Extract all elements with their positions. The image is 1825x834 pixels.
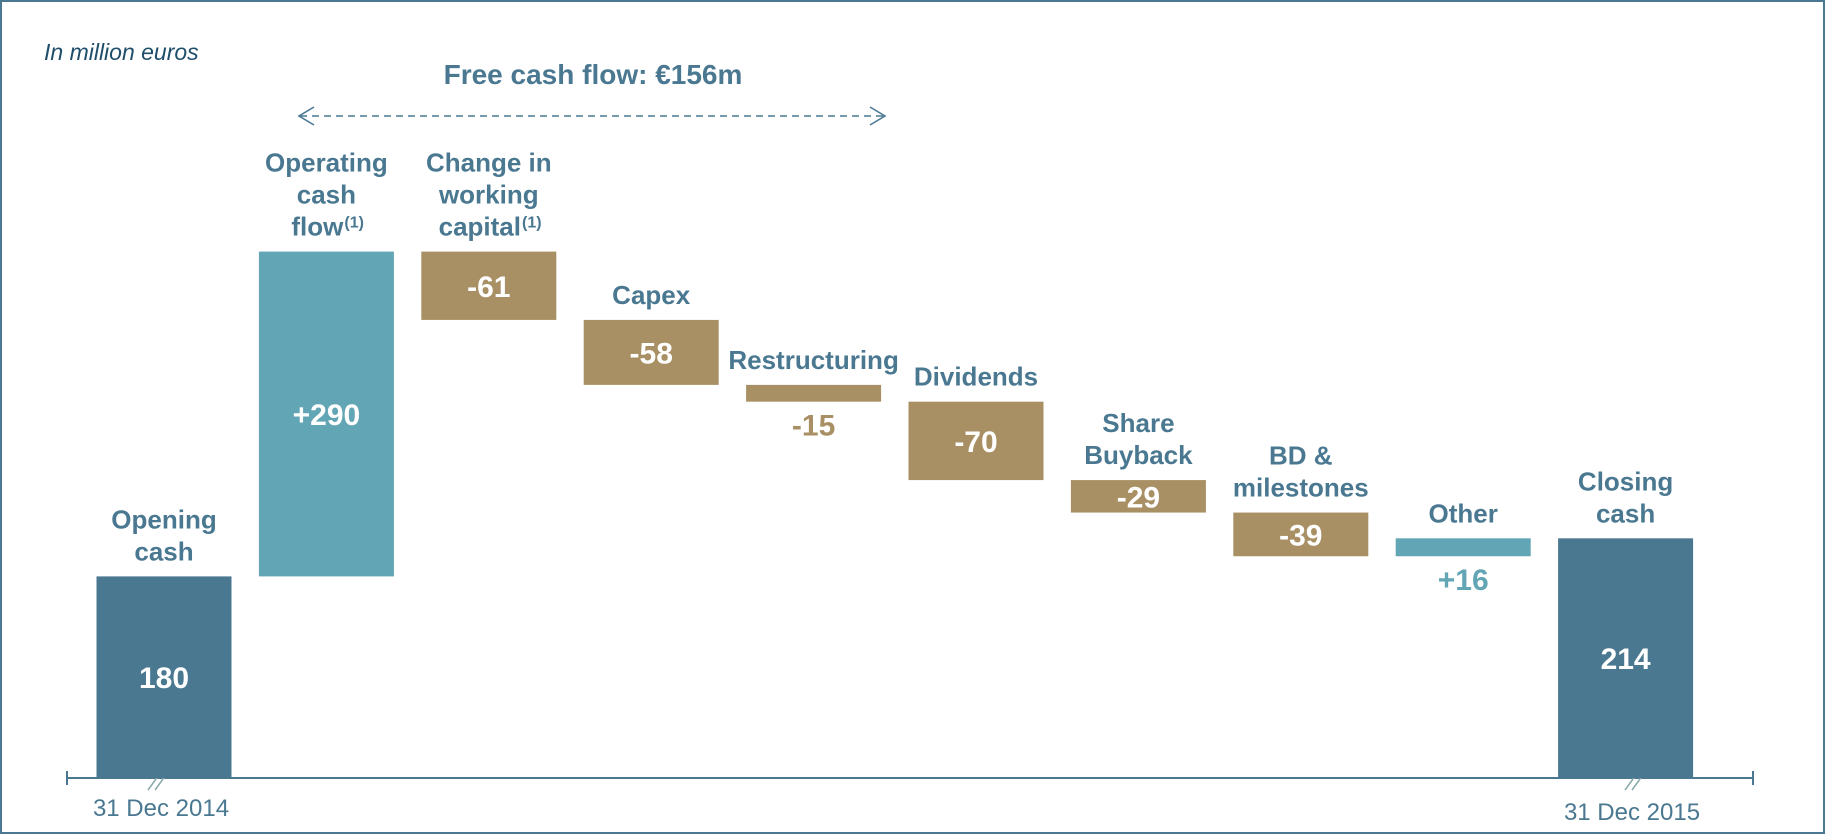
value-label: -15: [792, 410, 835, 443]
x-date-label: 31 Dec 2014: [93, 795, 229, 822]
value-label: -58: [630, 337, 673, 370]
value-label: +290: [293, 399, 361, 432]
value-label: +16: [1438, 564, 1489, 597]
category-label: cash: [1596, 498, 1655, 528]
value-label: -39: [1279, 519, 1322, 552]
value-label: 180: [139, 662, 189, 695]
category-label: capital: [439, 212, 521, 242]
category-label: Closing: [1578, 466, 1673, 496]
category-label: Opening: [111, 504, 216, 534]
category-label: working: [438, 180, 539, 210]
bar: [421, 251, 557, 320]
bar: [1395, 538, 1531, 557]
category-label: cash: [134, 536, 193, 566]
category-label: Dividends: [914, 362, 1038, 392]
value-label: 214: [1601, 643, 1651, 676]
bar: [1233, 512, 1369, 557]
fcf-arrow: [297, 106, 887, 126]
bar: [746, 384, 882, 402]
category-label: Other: [1429, 498, 1498, 528]
category-note: (1): [522, 215, 542, 232]
annotation: Free cash flow: €156m: [444, 59, 743, 90]
bar: [583, 319, 719, 385]
category-label: Restructuring: [728, 345, 898, 375]
category-label: BD &: [1269, 441, 1333, 471]
category-label: Operating: [265, 148, 388, 178]
category-label: Buyback: [1084, 440, 1193, 470]
bar: [908, 401, 1044, 481]
category-label: Share: [1102, 408, 1174, 438]
category-note: (1): [344, 215, 364, 232]
value-label: -29: [1117, 481, 1160, 514]
value-label: -70: [954, 426, 997, 459]
bar: [96, 576, 232, 778]
subtitle: In million euros: [44, 39, 199, 65]
bar: [258, 251, 394, 577]
category-label: milestones: [1233, 473, 1369, 503]
x-axis: [66, 771, 1754, 785]
bar: [1558, 538, 1694, 778]
category-label: Change in: [426, 148, 552, 178]
category-label: Capex: [612, 280, 691, 310]
x-date-label: 31 Dec 2015: [1564, 799, 1700, 826]
value-label: -61: [467, 271, 510, 304]
category-label: flow: [291, 212, 344, 242]
category-label: cash: [297, 180, 356, 210]
bar: [1070, 480, 1206, 513]
